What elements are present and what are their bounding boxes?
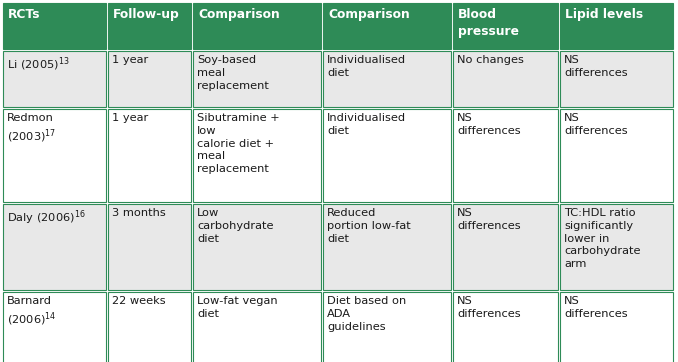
Bar — [108, 204, 191, 290]
Bar — [193, 204, 321, 290]
Bar — [453, 204, 558, 290]
Bar — [453, 292, 558, 362]
Text: NS
differences: NS differences — [457, 208, 521, 231]
Text: 1 year: 1 year — [112, 113, 148, 123]
Text: Individualised
diet: Individualised diet — [327, 55, 406, 78]
Bar — [108, 109, 191, 202]
Bar — [3, 292, 106, 362]
Bar — [323, 3, 451, 49]
Bar — [560, 3, 673, 49]
Bar — [560, 204, 673, 290]
Bar — [3, 204, 106, 290]
Text: RCTs: RCTs — [8, 8, 41, 21]
Bar — [193, 3, 321, 49]
Text: Comparison: Comparison — [198, 8, 280, 21]
Bar — [560, 109, 673, 202]
Text: NS
differences: NS differences — [564, 113, 628, 136]
Bar — [323, 109, 451, 202]
Text: Reduced
portion low-fat
diet: Reduced portion low-fat diet — [327, 208, 411, 244]
Bar — [453, 51, 558, 107]
Text: Lipid levels: Lipid levels — [565, 8, 643, 21]
Bar — [323, 51, 451, 107]
Text: Blood
pressure: Blood pressure — [458, 8, 519, 38]
Bar — [560, 51, 673, 107]
Bar — [453, 3, 558, 49]
Bar — [3, 109, 106, 202]
Text: Li (2005)$^{13}$: Li (2005)$^{13}$ — [7, 55, 70, 73]
Text: Redmon
(2003)$^{17}$: Redmon (2003)$^{17}$ — [7, 113, 56, 145]
Bar — [323, 292, 451, 362]
Bar — [193, 292, 321, 362]
Text: NS
differences: NS differences — [457, 296, 521, 319]
Bar — [323, 204, 451, 290]
Text: Individualised
diet: Individualised diet — [327, 113, 406, 136]
Text: Barnard
(2006)$^{14}$: Barnard (2006)$^{14}$ — [7, 296, 56, 328]
Bar — [193, 109, 321, 202]
Text: NS
differences: NS differences — [457, 113, 521, 136]
Text: TC:HDL ratio
significantly
lower in
carbohydrate
arm: TC:HDL ratio significantly lower in carb… — [564, 208, 641, 269]
Text: 22 weeks: 22 weeks — [112, 296, 165, 306]
Bar — [108, 3, 191, 49]
Bar — [3, 51, 106, 107]
Text: Follow-up: Follow-up — [113, 8, 180, 21]
Text: NS
differences: NS differences — [564, 55, 628, 78]
Text: Soy-based
meal
replacement: Soy-based meal replacement — [197, 55, 269, 90]
Text: Low-fat vegan
diet: Low-fat vegan diet — [197, 296, 277, 319]
Text: Sibutramine +
low
calorie diet +
meal
replacement: Sibutramine + low calorie diet + meal re… — [197, 113, 279, 174]
Text: 1 year: 1 year — [112, 55, 148, 65]
Text: Diet based on
ADA
guidelines: Diet based on ADA guidelines — [327, 296, 406, 332]
Text: Low
carbohydrate
diet: Low carbohydrate diet — [197, 208, 273, 244]
Text: Daly (2006)$^{16}$: Daly (2006)$^{16}$ — [7, 208, 85, 227]
Bar — [108, 292, 191, 362]
Text: NS
differences: NS differences — [564, 296, 628, 319]
Bar — [108, 51, 191, 107]
Bar — [453, 109, 558, 202]
Text: Comparison: Comparison — [328, 8, 410, 21]
Bar — [193, 51, 321, 107]
Bar — [560, 292, 673, 362]
Text: 3 months: 3 months — [112, 208, 165, 218]
Text: No changes: No changes — [457, 55, 524, 65]
Bar — [3, 3, 106, 49]
